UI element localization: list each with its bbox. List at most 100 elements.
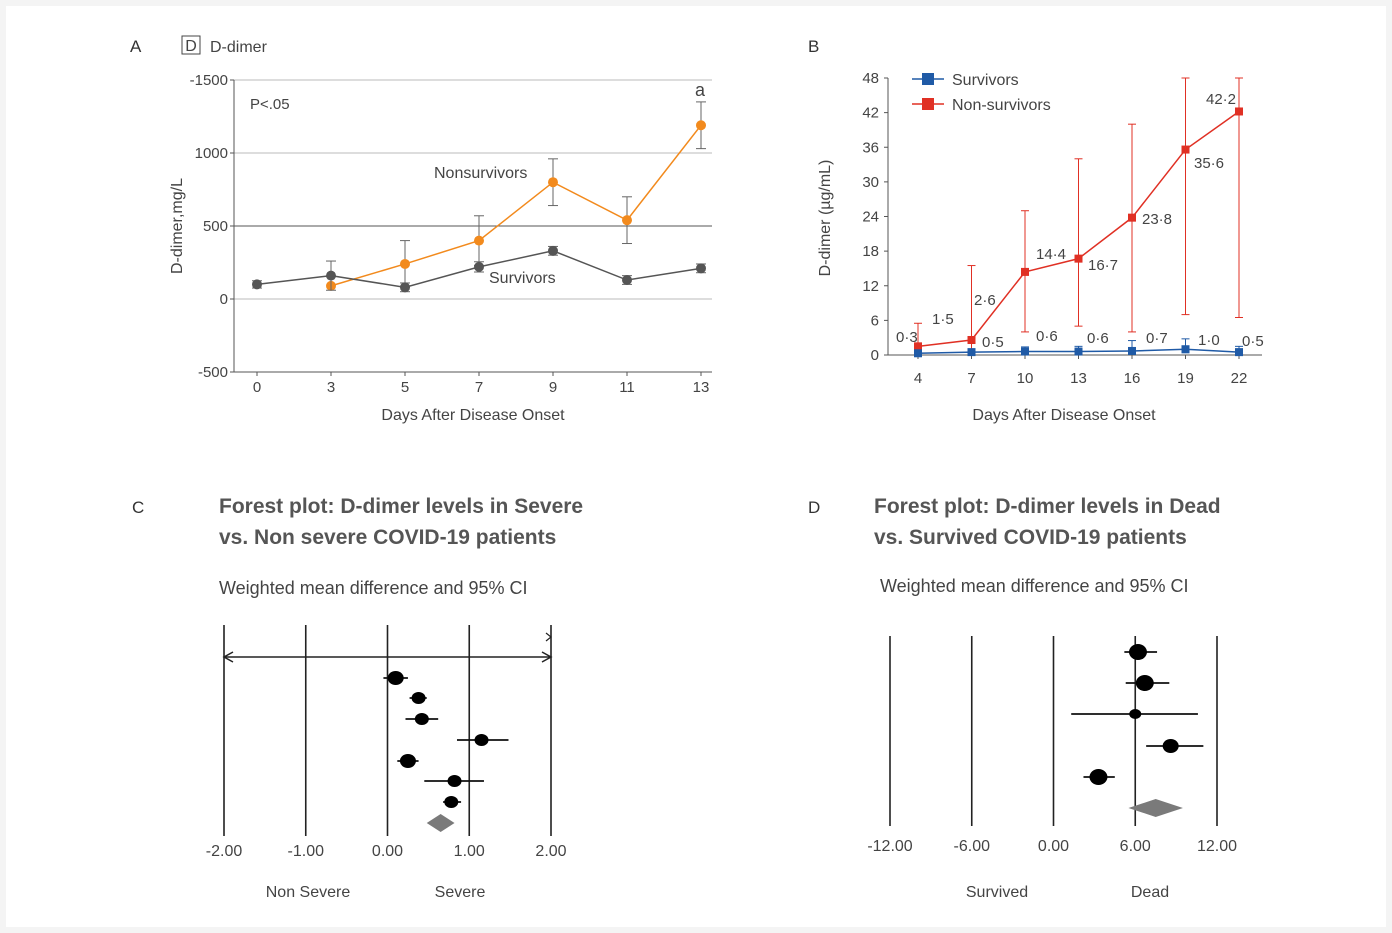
- panel-c-right-label: Severe: [435, 884, 486, 901]
- panel-b-legend-marker: [922, 98, 934, 110]
- panel-b-data-label: 2·6: [974, 292, 996, 309]
- panel-d-study-point: [1089, 769, 1108, 785]
- panel-b-x-tick: 13: [1070, 370, 1087, 387]
- panel-a-x-tick: 9: [549, 379, 557, 396]
- panel-b-y-tick: 18: [862, 243, 879, 260]
- panel-b-point: [1181, 345, 1190, 354]
- panel-c-x-tick: -2.00: [206, 843, 243, 860]
- figure: A D D-dimer -1500 1000 500 0 -500 0 3 5 7 9 11 13 Days …: [6, 6, 1386, 927]
- panel-b-point: [1021, 347, 1029, 356]
- panel-b-legend-marker: [922, 73, 934, 85]
- panel-b-legend-label: Non-survivors: [952, 97, 1051, 114]
- panel-a-point: [622, 215, 632, 226]
- panel-b-y-tick: 0: [871, 347, 879, 364]
- panel-a-x-label: Days After Disease Onset: [381, 407, 565, 424]
- panel-b-y-tick: 48: [862, 70, 879, 87]
- panel-c-x-tick: 0.00: [372, 843, 403, 860]
- panel-b-point: [1128, 346, 1136, 355]
- panel-b-y-tick: 30: [862, 174, 879, 191]
- panel-b-y-tick: 12: [862, 278, 879, 295]
- panel-b-point: [1021, 267, 1029, 276]
- panel-b-x-label: Days After Disease Onset: [972, 407, 1156, 424]
- panel-c-study-point: [387, 671, 404, 685]
- panel-b-point: [967, 348, 976, 357]
- panel-d-x-tick: 0.00: [1038, 838, 1069, 855]
- panel-b-data-label: 14·4: [1036, 246, 1066, 263]
- panel-a-point: [252, 279, 262, 290]
- panel-a-y-tick: 0: [220, 291, 228, 308]
- panel-a-series-label-nonsurvivors: Nonsurvivors: [434, 165, 527, 182]
- panel-b-point: [1074, 254, 1083, 263]
- panel-d-subtitle: Weighted mean difference and 95% CI: [880, 576, 1189, 596]
- panel-a-label: A: [130, 37, 142, 56]
- panel-a-x-tick: 7: [475, 379, 483, 396]
- boxed-letter-frame: [181, 35, 201, 55]
- panel-b-x-tick: 19: [1177, 370, 1194, 387]
- panel-b-data-label: 1·5: [932, 311, 954, 328]
- panel-b-point: [914, 342, 922, 351]
- panel-b-data-label: 0·3: [896, 329, 918, 346]
- panel-a-point: [400, 258, 410, 269]
- panel-b-data-label: 0·6: [1036, 328, 1058, 345]
- panel-b-data-label: 35·6: [1194, 155, 1224, 172]
- panel-d-study-point: [1162, 739, 1179, 753]
- panel-a-y-tick: -500: [198, 364, 228, 381]
- panel-b-data-label: 0·5: [982, 334, 1004, 351]
- panel-b-data-label: 0·5: [1242, 333, 1264, 350]
- panel-c-x-tick: 1.00: [454, 843, 485, 860]
- panel-b-point: [1128, 213, 1136, 222]
- panel-a-y-label: D-dimer,mg/L: [169, 178, 186, 274]
- panel-a-series-label-survivors: Survivors: [489, 270, 556, 287]
- panel-c-ci-arrow-top-mark: [545, 632, 552, 642]
- panel-b-point: [914, 349, 922, 358]
- panel-c-study-point: [444, 796, 459, 808]
- panel-d-x-tick: 6.00: [1120, 838, 1151, 855]
- panel-c-summary-diamond: [426, 814, 455, 832]
- panel-b-data-label: 1·0: [1198, 332, 1220, 349]
- panel-c-study-point: [474, 734, 489, 746]
- panel-a-y-tick: -1500: [190, 72, 228, 89]
- panel-d-title-line2: vs. Survived COVID-19 patients: [874, 526, 1187, 549]
- boxed-letter: D: [185, 38, 197, 55]
- panel-b-data-label: 0·6: [1087, 330, 1109, 347]
- panel-a-point: [326, 270, 336, 281]
- panel-c-study-point: [447, 775, 462, 787]
- panel-b-y-tick: 6: [871, 312, 879, 329]
- panel-d-right-label: Dead: [1131, 884, 1169, 901]
- panel-c-title-line2: vs. Non severe COVID-19 patients: [219, 526, 556, 549]
- panel-c-study-point: [414, 713, 429, 725]
- panel-b-label: B: [808, 37, 819, 56]
- panel-a-point: [548, 177, 558, 188]
- panel-b-legend-label: Survivors: [952, 72, 1019, 89]
- panel-b-x-tick: 7: [967, 370, 975, 387]
- panel-d-x-tick: -6.00: [954, 838, 991, 855]
- panel-b-x-tick: 16: [1124, 370, 1141, 387]
- panel-a-title: D-dimer: [210, 39, 268, 56]
- panel-c-study-point: [399, 754, 416, 768]
- panel-a-y-tick: 500: [203, 218, 228, 235]
- panel-b-x-tick: 10: [1017, 370, 1034, 387]
- panel-b-data-label: 42·2: [1206, 91, 1236, 108]
- panel-a-point: [474, 235, 484, 246]
- panel-d-title-line1: Forest plot: D-dimer levels in Dead: [874, 495, 1221, 518]
- panel-d-study-point: [1128, 644, 1147, 660]
- panel-c-x-tick: 2.00: [535, 843, 566, 860]
- panel-b-y-tick: 24: [862, 209, 879, 226]
- panel-b-y-tick: 42: [862, 105, 879, 122]
- panel-a-x-tick: 5: [401, 379, 409, 396]
- panel-c-subtitle: Weighted mean difference and 95% CI: [219, 578, 528, 598]
- panel-c-x-tick: -1.00: [288, 843, 325, 860]
- panel-a-sig-mark: a: [695, 80, 706, 100]
- panel-b-point: [967, 335, 976, 344]
- panel-d-study-point: [1135, 675, 1154, 691]
- panel-d-x-tick: -12.00: [867, 838, 912, 855]
- panel-a-annotation: P<.05: [250, 96, 290, 113]
- panel-d-x-tick: 12.00: [1197, 838, 1237, 855]
- panel-a-y-tick: 1000: [195, 145, 228, 162]
- panel-b-y-label: D-dimer (µg/mL): [817, 160, 834, 277]
- panel-b-point: [1074, 347, 1083, 356]
- panel-d-label: D: [808, 498, 820, 517]
- panel-c-title-line1: Forest plot: D-dimer levels in Severe: [219, 495, 583, 518]
- panel-b-point: [1181, 145, 1190, 154]
- panel-a-series-line-0: [330, 124, 702, 287]
